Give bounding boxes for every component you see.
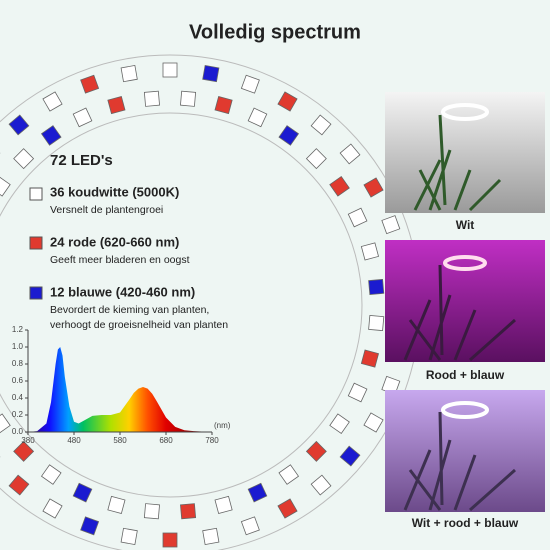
spectrum-area — [28, 347, 212, 432]
led — [107, 495, 126, 515]
photo-caption: Rood + blauw — [426, 368, 505, 382]
led — [72, 107, 93, 128]
led — [107, 95, 126, 115]
photo-caption: Wit + rood + blauw — [412, 516, 519, 530]
led — [13, 440, 35, 462]
led — [180, 503, 197, 520]
led — [0, 413, 11, 435]
x-tick-label: 680 — [159, 436, 173, 445]
x-tick-label: 480 — [67, 436, 81, 445]
led — [120, 527, 138, 546]
led — [202, 64, 220, 83]
led — [240, 74, 260, 94]
legend-title: 24 rode (620-660 nm) — [50, 234, 179, 249]
led — [202, 527, 220, 546]
spectrum-chart: 0.0 0.2 0.4 0.6 0.8 1.0 1.2 380 480 580 680 780 (nm) — [12, 325, 231, 445]
led — [40, 464, 62, 485]
photo-caption: Wit — [456, 218, 475, 232]
title: Volledig spectrum — [189, 21, 361, 43]
led — [310, 474, 332, 496]
legend-desc: Bevordert de kieming van planten, — [50, 304, 209, 316]
led — [40, 125, 62, 146]
x-unit: (nm) — [214, 421, 231, 430]
led — [8, 114, 30, 136]
y-tick-label: 1.0 — [12, 342, 24, 351]
led — [162, 62, 178, 78]
led — [363, 412, 384, 433]
led — [329, 175, 350, 197]
y-tick-label: 0.0 — [12, 427, 24, 436]
led — [162, 532, 178, 548]
ring-line — [0, 54, 421, 550]
legend-red — [29, 236, 43, 250]
led — [305, 148, 327, 170]
x-tick-label: 780 — [205, 436, 219, 445]
led — [214, 495, 233, 515]
led — [143, 503, 160, 520]
led — [72, 482, 93, 503]
legend-blue — [29, 286, 43, 300]
led — [347, 382, 368, 403]
led — [42, 498, 63, 519]
led — [0, 175, 11, 197]
y-tick-label: 0.6 — [12, 376, 24, 385]
led — [360, 349, 380, 368]
led — [8, 474, 30, 496]
led — [339, 143, 361, 165]
ring-line — [0, 112, 363, 498]
x-tick-label: 380 — [21, 436, 35, 445]
led — [305, 440, 327, 462]
led — [278, 464, 300, 485]
y-tick-label: 0.2 — [12, 410, 24, 419]
led — [247, 107, 268, 128]
x-tick-label: 580 — [113, 436, 127, 445]
y-tick-label: 0.8 — [12, 359, 24, 368]
y-tick-label: 0.4 — [12, 393, 24, 402]
led — [80, 516, 100, 536]
led — [143, 90, 160, 107]
led — [363, 177, 384, 198]
led — [13, 148, 35, 170]
led — [347, 207, 368, 228]
legend-desc: verhoogt de groeisnelheid van planten — [50, 319, 228, 331]
led-total: 72 LED's — [50, 152, 113, 169]
led — [80, 74, 100, 94]
led — [277, 91, 298, 112]
led — [277, 498, 298, 519]
photo — [385, 390, 545, 512]
photo — [385, 240, 545, 362]
led — [214, 95, 233, 115]
led — [381, 215, 401, 235]
led — [278, 125, 300, 146]
legend-title: 36 koudwitte (5000K) — [50, 184, 179, 199]
legend-desc: Geeft meer bladeren en oogst — [50, 254, 190, 266]
led-ring — [0, 54, 421, 550]
led — [120, 64, 138, 83]
led — [368, 315, 385, 332]
led — [42, 91, 63, 112]
led — [240, 516, 260, 536]
led — [180, 90, 197, 107]
led — [360, 242, 380, 261]
led — [310, 114, 332, 136]
led — [339, 445, 361, 467]
photo — [385, 92, 545, 213]
legend-white — [29, 187, 43, 201]
legend-desc: Versnelt de plantengroei — [50, 204, 163, 216]
legend-title: 12 blauwe (420-460 nm) — [50, 284, 195, 299]
led — [247, 482, 268, 503]
led — [368, 278, 385, 295]
y-tick-label: 1.2 — [12, 325, 24, 334]
led — [329, 413, 350, 435]
